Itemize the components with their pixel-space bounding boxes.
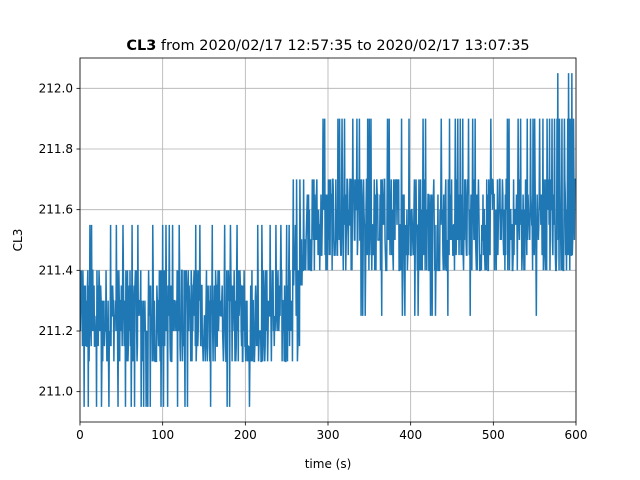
chart-title-variable: CL3 <box>126 38 156 54</box>
x-tick-label-3: 300 <box>317 428 340 442</box>
y-tick-label-0: 211.0 <box>39 385 73 399</box>
y-tick-label-4: 211.8 <box>39 142 73 156</box>
series-cl3 <box>80 73 576 407</box>
series-line-cl3 <box>80 73 576 407</box>
x-tick-label-0: 0 <box>76 428 84 442</box>
x-tick-label-6: 600 <box>565 428 588 442</box>
x-tick-label-1: 100 <box>151 428 174 442</box>
x-axis: 0 100 200 300 400 500 600 <box>76 422 587 442</box>
y-axis-label: CL3 <box>11 229 25 252</box>
y-tick-label-3: 211.6 <box>39 203 73 217</box>
y-axis: 211.0 211.2 211.4 211.6 211.8 212.0 <box>39 81 80 399</box>
x-axis-label: time (s) <box>305 457 352 471</box>
y-tick-label-2: 211.4 <box>39 263 73 277</box>
x-tick-label-4: 400 <box>399 428 422 442</box>
chart-title: CL3 from 2020/02/17 12:57:35 to 2020/02/… <box>126 38 529 54</box>
chart-title-rest: from 2020/02/17 12:57:35 to 2020/02/17 1… <box>161 38 530 54</box>
y-tick-label-5: 212.0 <box>39 81 73 95</box>
x-tick-label-2: 200 <box>234 428 257 442</box>
y-tick-label-1: 211.2 <box>39 324 73 338</box>
x-tick-label-5: 500 <box>482 428 505 442</box>
